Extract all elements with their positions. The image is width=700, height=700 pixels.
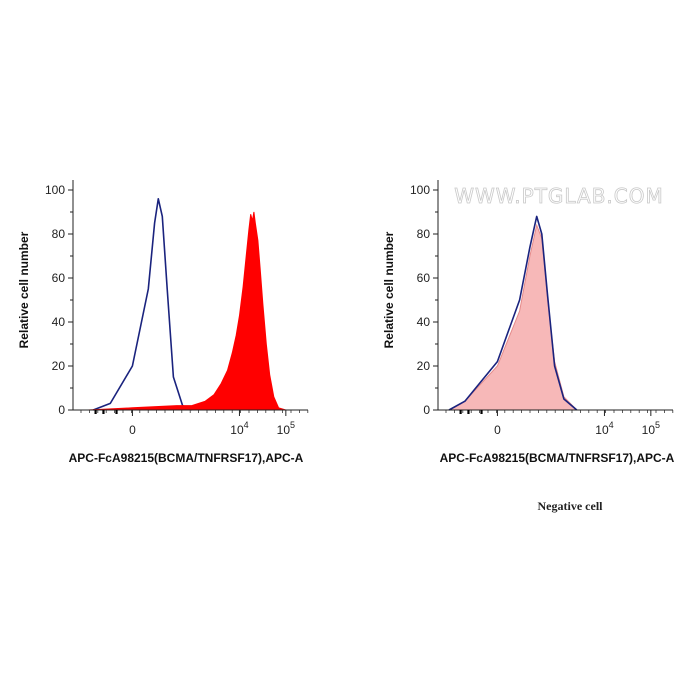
panel-caption: Negative cell	[538, 499, 604, 513]
x-axis-label: APC-FcA98215(BCMA/TNFRSF17),APC-A	[440, 451, 675, 465]
x-tick-label: 104	[595, 420, 613, 437]
y-tick-label: 20	[417, 359, 431, 373]
x-axis-label: APC-FcA98215(BCMA/TNFRSF17),APC-A	[69, 451, 304, 465]
x-tick-label: 105	[642, 420, 660, 437]
histogram-outline-series-0	[92, 198, 193, 411]
y-axis-label: Relative cell number	[382, 231, 396, 348]
histogram-panel-negative: WWW.PTGLAB.COM Relative cell number APC-…	[382, 180, 675, 465]
y-tick-label: 100	[410, 183, 430, 197]
x-tick-label: 0	[129, 423, 136, 437]
y-tick-label: 0	[58, 403, 65, 417]
watermark: WWW.PTGLAB.COM	[454, 184, 664, 208]
histogram-outline-series-1	[448, 215, 578, 411]
y-tick-label: 40	[417, 315, 431, 329]
histogram-panel-stained: Relative cell number APC-FcA98215(BCMA/T…	[17, 180, 309, 465]
histogram-filled-series-1	[88, 211, 286, 411]
y-tick-label: 0	[423, 403, 430, 417]
y-tick-label: 20	[52, 359, 66, 373]
y-tick-label: 100	[45, 183, 65, 197]
y-tick-label: 40	[52, 315, 66, 329]
x-tick-label: 0	[494, 423, 501, 437]
y-tick-label: 60	[52, 271, 66, 285]
y-tick-label: 60	[417, 271, 431, 285]
x-tick-label: 104	[230, 420, 248, 437]
y-tick-label: 80	[417, 227, 431, 241]
y-tick-label: 80	[52, 227, 66, 241]
x-tick-label: 105	[277, 420, 295, 437]
y-axis-label: Relative cell number	[17, 231, 31, 348]
